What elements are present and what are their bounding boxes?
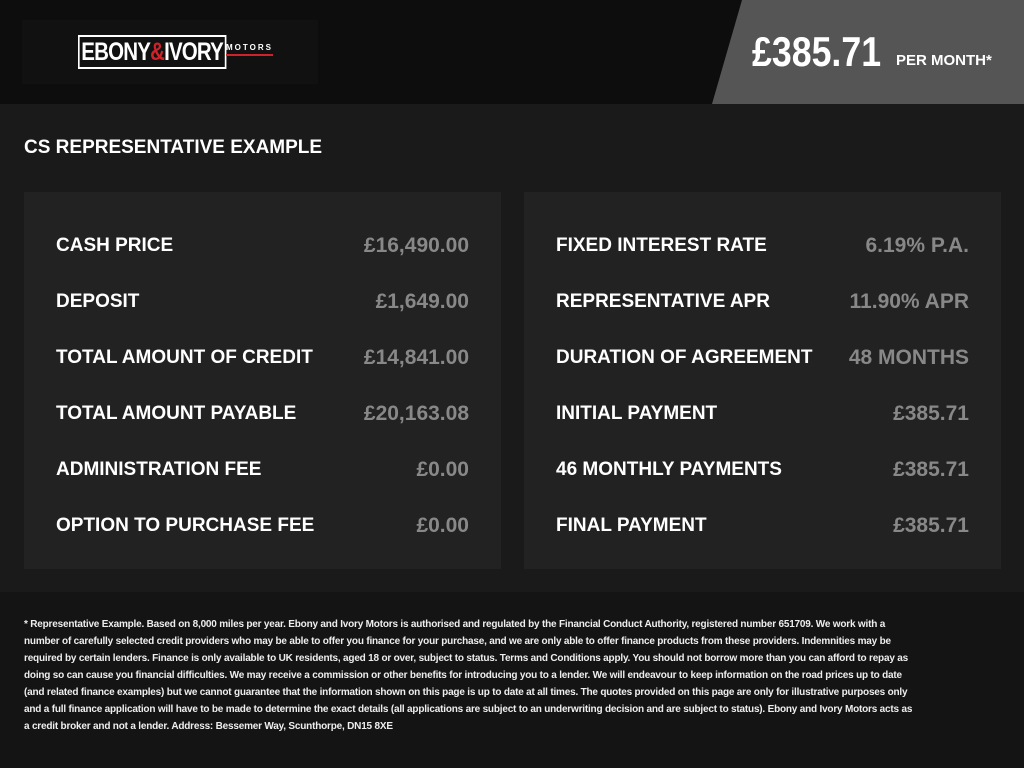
row-label: CASH PRICE bbox=[56, 235, 174, 256]
row-value: £1,649.00 bbox=[375, 290, 469, 313]
row-label: ADMINISTRATION FEE bbox=[56, 459, 262, 480]
per-month-label: PER MONTH* bbox=[896, 52, 992, 69]
finance-row: DEPOSIT £1,649.00 bbox=[56, 274, 469, 330]
finance-row: FINAL PAYMENT £385.71 bbox=[556, 498, 969, 554]
finance-row: CASH PRICE £16,490.00 bbox=[56, 218, 469, 274]
row-label: OPTION TO PURCHASE FEE bbox=[56, 515, 315, 536]
row-value: £0.00 bbox=[416, 514, 469, 537]
finance-row: DURATION OF AGREEMENT 48 MONTHS bbox=[556, 330, 969, 386]
row-label: 46 MONTHLY PAYMENTS bbox=[556, 459, 782, 480]
row-label: INITIAL PAYMENT bbox=[556, 403, 718, 424]
row-label: DEPOSIT bbox=[56, 291, 140, 312]
finance-row: OPTION TO PURCHASE FEE £0.00 bbox=[56, 498, 469, 554]
row-value: £0.00 bbox=[416, 458, 469, 481]
finance-panel-left: CASH PRICE £16,490.00 DEPOSIT £1,649.00 TO… bbox=[24, 192, 501, 569]
row-value: £385.71 bbox=[893, 458, 969, 481]
finance-row: ADMINISTRATION FEE £0.00 bbox=[56, 442, 469, 498]
logo-motors: MOTORS bbox=[226, 43, 273, 56]
row-value: 48 MONTHS bbox=[848, 346, 969, 369]
finance-row: TOTAL AMOUNT OF CREDIT £14,841.00 bbox=[56, 330, 469, 386]
row-label: REPRESENTATIVE APR bbox=[556, 291, 770, 312]
monthly-price-panel: £385.71 PER MONTH* bbox=[712, 0, 1024, 104]
section-title: CS REPRESENTATIVE EXAMPLE bbox=[24, 137, 323, 158]
logo-ampersand: & bbox=[150, 38, 165, 66]
logo-ivory: IVORY bbox=[164, 38, 224, 66]
row-label: FINAL PAYMENT bbox=[556, 515, 707, 536]
footer bbox=[0, 592, 1024, 768]
logo-ebony: EBONY bbox=[81, 38, 151, 66]
row-value: £385.71 bbox=[893, 402, 969, 425]
row-label: FIXED INTEREST RATE bbox=[556, 235, 767, 256]
finance-panel-right: FIXED INTEREST RATE 6.19% P.A. REPRESENTA… bbox=[524, 192, 1001, 569]
finance-row: 46 MONTHLY PAYMENTS £385.71 bbox=[556, 442, 969, 498]
row-value: £20,163.08 bbox=[363, 402, 469, 425]
row-label: TOTAL AMOUNT OF CREDIT bbox=[56, 347, 313, 368]
row-label: DURATION OF AGREEMENT bbox=[556, 347, 813, 368]
finance-row: FIXED INTEREST RATE 6.19% P.A. bbox=[556, 218, 969, 274]
monthly-price: £385.71 bbox=[752, 28, 882, 75]
row-label: TOTAL AMOUNT PAYABLE bbox=[56, 403, 297, 424]
row-value: £16,490.00 bbox=[363, 234, 469, 257]
row-value: £14,841.00 bbox=[363, 346, 469, 369]
disclaimer-text: * Representative Example. Based on 8,000… bbox=[24, 619, 913, 732]
logo-container bbox=[22, 20, 318, 84]
logo[interactable]: EBONY&IVORY MOTORS bbox=[78, 35, 273, 69]
row-value: £385.71 bbox=[893, 514, 969, 537]
finance-row: REPRESENTATIVE APR 11.90% APR bbox=[556, 274, 969, 330]
finance-row: TOTAL AMOUNT PAYABLE £20,163.08 bbox=[56, 386, 469, 442]
header: EBONY&IVORY MOTORS £385.71 PER MONTH* bbox=[0, 0, 1024, 104]
row-value: 11.90% APR bbox=[849, 290, 969, 313]
row-value: 6.19% P.A. bbox=[865, 234, 969, 257]
logo-wordmark: EBONY&IVORY bbox=[78, 35, 227, 69]
finance-row: INITIAL PAYMENT £385.71 bbox=[556, 386, 969, 442]
